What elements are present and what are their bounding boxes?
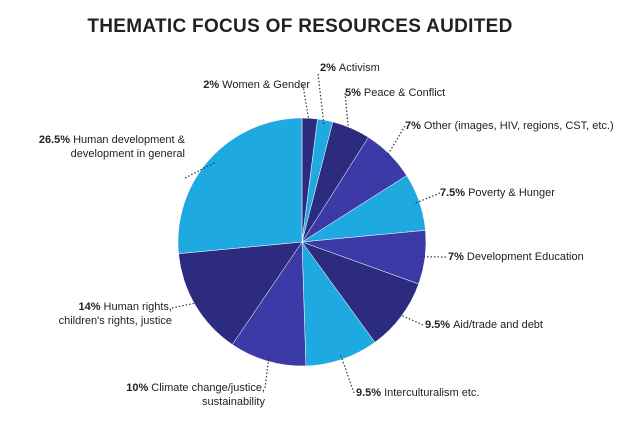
- category-label: Aid/trade and debt: [453, 319, 543, 331]
- leader-line: [396, 312, 424, 326]
- slice-label: 2% Women & Gender: [150, 78, 310, 92]
- slice-label: 7% Other (images, HIV, regions, CST, etc.…: [405, 119, 635, 133]
- slice-label: 10% Climate change/justice, sustainabilit…: [95, 381, 265, 409]
- value-label: 14%: [78, 301, 101, 313]
- value-label: 9.5%: [425, 319, 451, 331]
- category-label: Human development & development in gener…: [70, 134, 185, 160]
- slice-label: 7% Development Education: [448, 250, 628, 264]
- value-label: 10%: [126, 382, 149, 394]
- value-label: 7%: [448, 251, 464, 263]
- category-label: Development Education: [466, 251, 584, 263]
- value-label: 9.5%: [356, 387, 382, 399]
- category-label: Peace & Conflict: [363, 87, 446, 99]
- leader-line: [413, 192, 441, 205]
- leader-line: [317, 73, 325, 127]
- slice-label: 7.5% Poverty & Hunger: [440, 186, 620, 200]
- value-label: 7%: [405, 120, 421, 132]
- leader-line: [384, 125, 406, 159]
- category-label: Poverty & Hunger: [468, 187, 555, 199]
- chart-title: THEMATIC FOCUS OF RESOURCES AUDITED: [87, 16, 513, 37]
- category-label: Human rights, children's rights, justice: [58, 301, 172, 327]
- slice-label: 5% Peace & Conflict: [345, 86, 495, 100]
- slice-label: 14% Human rights, children's rights, just…: [50, 300, 172, 328]
- pie-slice: [178, 241, 303, 345]
- leader-line: [171, 301, 201, 309]
- category-label: Interculturalism etc.: [384, 387, 480, 399]
- category-label: Women & Gender: [222, 79, 310, 91]
- value-label: 2%: [320, 62, 336, 74]
- category-label: Activism: [338, 62, 380, 74]
- value-label: 26.5%: [38, 134, 71, 146]
- pie-slice: [231, 241, 307, 367]
- category-label: Other (images, HIV, regions, CST, etc.): [423, 120, 614, 132]
- value-label: 2%: [203, 79, 220, 91]
- pie-slice: [177, 117, 303, 254]
- slice-label: 2% Activism: [320, 61, 440, 75]
- slice-label: 26.5% Human development & development in …: [15, 133, 185, 161]
- value-label: 5%: [345, 87, 361, 99]
- leader-line: [339, 353, 355, 394]
- slice-label: 9.5% Interculturalism etc.: [356, 386, 536, 400]
- value-label: 7.5%: [440, 187, 466, 199]
- slice-label: 9.5% Aid/trade and debt: [425, 318, 605, 332]
- category-label: Climate change/justice, sustainability: [151, 382, 265, 408]
